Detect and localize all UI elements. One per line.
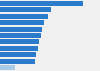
Bar [0,39,39,44]
Bar [0,46,38,51]
Bar [0,20,44,25]
Bar [0,1,83,6]
Bar [0,59,35,64]
Bar [0,27,42,32]
Bar [0,14,48,19]
Bar [0,7,51,12]
Bar [0,33,41,38]
Bar [0,65,15,70]
Bar [0,52,36,57]
